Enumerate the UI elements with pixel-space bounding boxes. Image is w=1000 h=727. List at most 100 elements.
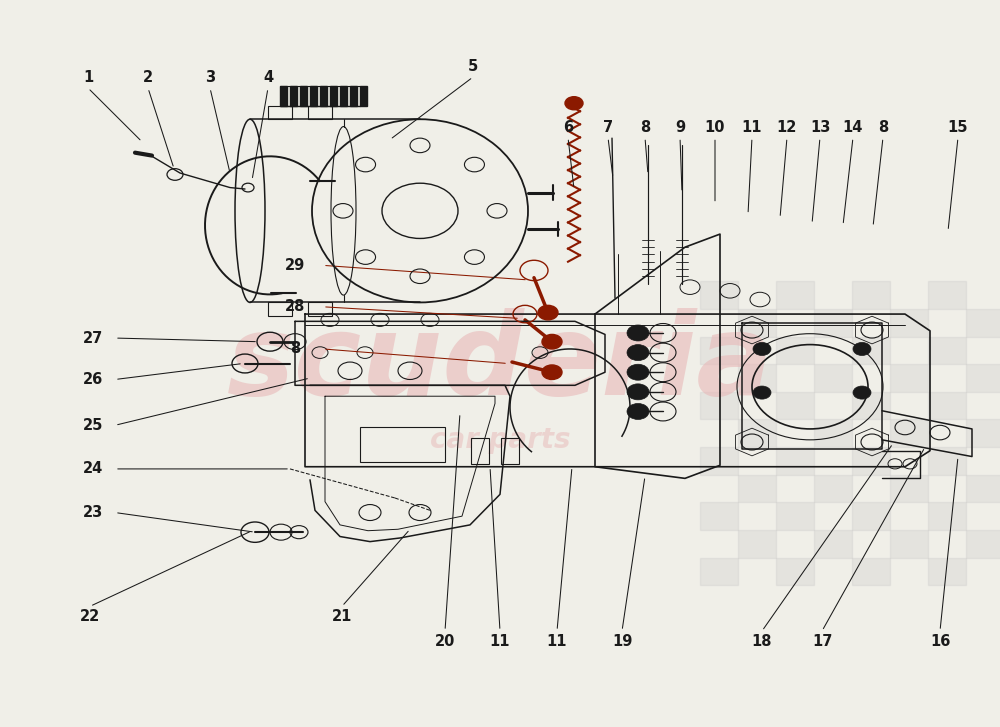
Bar [966,309,1000,337]
Bar [700,392,738,419]
Text: 6: 6 [563,120,573,134]
Bar [360,86,367,106]
Text: 14: 14 [843,120,863,134]
Bar [928,281,966,309]
Bar [966,530,1000,558]
Bar [310,86,317,106]
Bar [700,447,738,475]
Bar [308,106,332,119]
Bar [966,419,1000,447]
Bar [700,558,738,585]
Circle shape [627,403,649,419]
Bar [280,86,287,106]
Text: 19: 19 [612,634,632,648]
Bar [890,530,928,558]
Bar [814,364,852,392]
Text: 20: 20 [435,634,455,648]
Text: 8: 8 [640,120,650,134]
Bar [360,427,445,462]
Bar [738,475,776,502]
Bar [814,419,852,447]
Bar [290,86,297,106]
Text: 22: 22 [80,609,100,624]
Text: car parts: car parts [430,426,570,454]
Bar [852,502,890,530]
Bar [350,86,357,106]
Circle shape [853,386,871,399]
Text: 11: 11 [742,120,762,134]
Text: 7: 7 [603,120,613,134]
Text: 9: 9 [675,120,685,134]
Circle shape [853,342,871,356]
Text: 10: 10 [705,120,725,134]
Text: 4: 4 [263,71,273,85]
Bar [814,309,852,337]
Circle shape [753,342,771,356]
Text: 8: 8 [290,342,300,356]
Text: 26: 26 [83,372,103,387]
Text: 23: 23 [83,505,103,520]
Bar [776,392,814,419]
Text: 21: 21 [332,609,352,624]
Bar [738,309,776,337]
Bar [700,337,738,364]
Bar [852,392,890,419]
Bar [890,309,928,337]
Bar [308,302,332,316]
Text: 25: 25 [83,418,103,433]
Text: 11: 11 [547,634,567,648]
Text: 27: 27 [83,331,103,345]
Bar [852,281,890,309]
Circle shape [627,384,649,400]
Circle shape [627,345,649,361]
Bar [268,106,292,119]
Text: 1: 1 [83,71,93,85]
Bar [890,475,928,502]
Bar [928,447,966,475]
Bar [776,502,814,530]
Bar [738,530,776,558]
Text: 8: 8 [878,120,888,134]
Text: scuderia: scuderia [226,308,774,419]
Bar [738,419,776,447]
Bar [966,475,1000,502]
Bar [928,502,966,530]
Bar [890,419,928,447]
Text: 24: 24 [83,462,103,476]
Bar [928,392,966,419]
Text: 13: 13 [810,120,830,134]
Text: 15: 15 [948,120,968,134]
Circle shape [753,386,771,399]
Text: 18: 18 [752,634,772,648]
Bar [300,86,307,106]
Text: 11: 11 [490,634,510,648]
Circle shape [627,325,649,341]
Text: 5: 5 [468,60,478,74]
Bar [814,475,852,502]
Bar [928,337,966,364]
Circle shape [542,334,562,349]
Bar [320,86,327,106]
Bar [471,438,489,464]
Bar [268,302,292,316]
Bar [814,530,852,558]
Bar [776,281,814,309]
Circle shape [538,305,558,320]
Text: 3: 3 [205,71,215,85]
Bar [776,337,814,364]
Bar [776,558,814,585]
Text: 12: 12 [777,120,797,134]
Bar [330,86,337,106]
Text: 29: 29 [285,258,305,273]
Bar [501,438,519,464]
Text: 2: 2 [143,71,153,85]
Text: 28: 28 [285,300,305,314]
Text: 17: 17 [812,634,832,648]
Bar [890,364,928,392]
Circle shape [565,97,583,110]
Text: 16: 16 [930,634,950,648]
Circle shape [627,364,649,380]
Bar [852,558,890,585]
Bar [966,364,1000,392]
Bar [738,364,776,392]
